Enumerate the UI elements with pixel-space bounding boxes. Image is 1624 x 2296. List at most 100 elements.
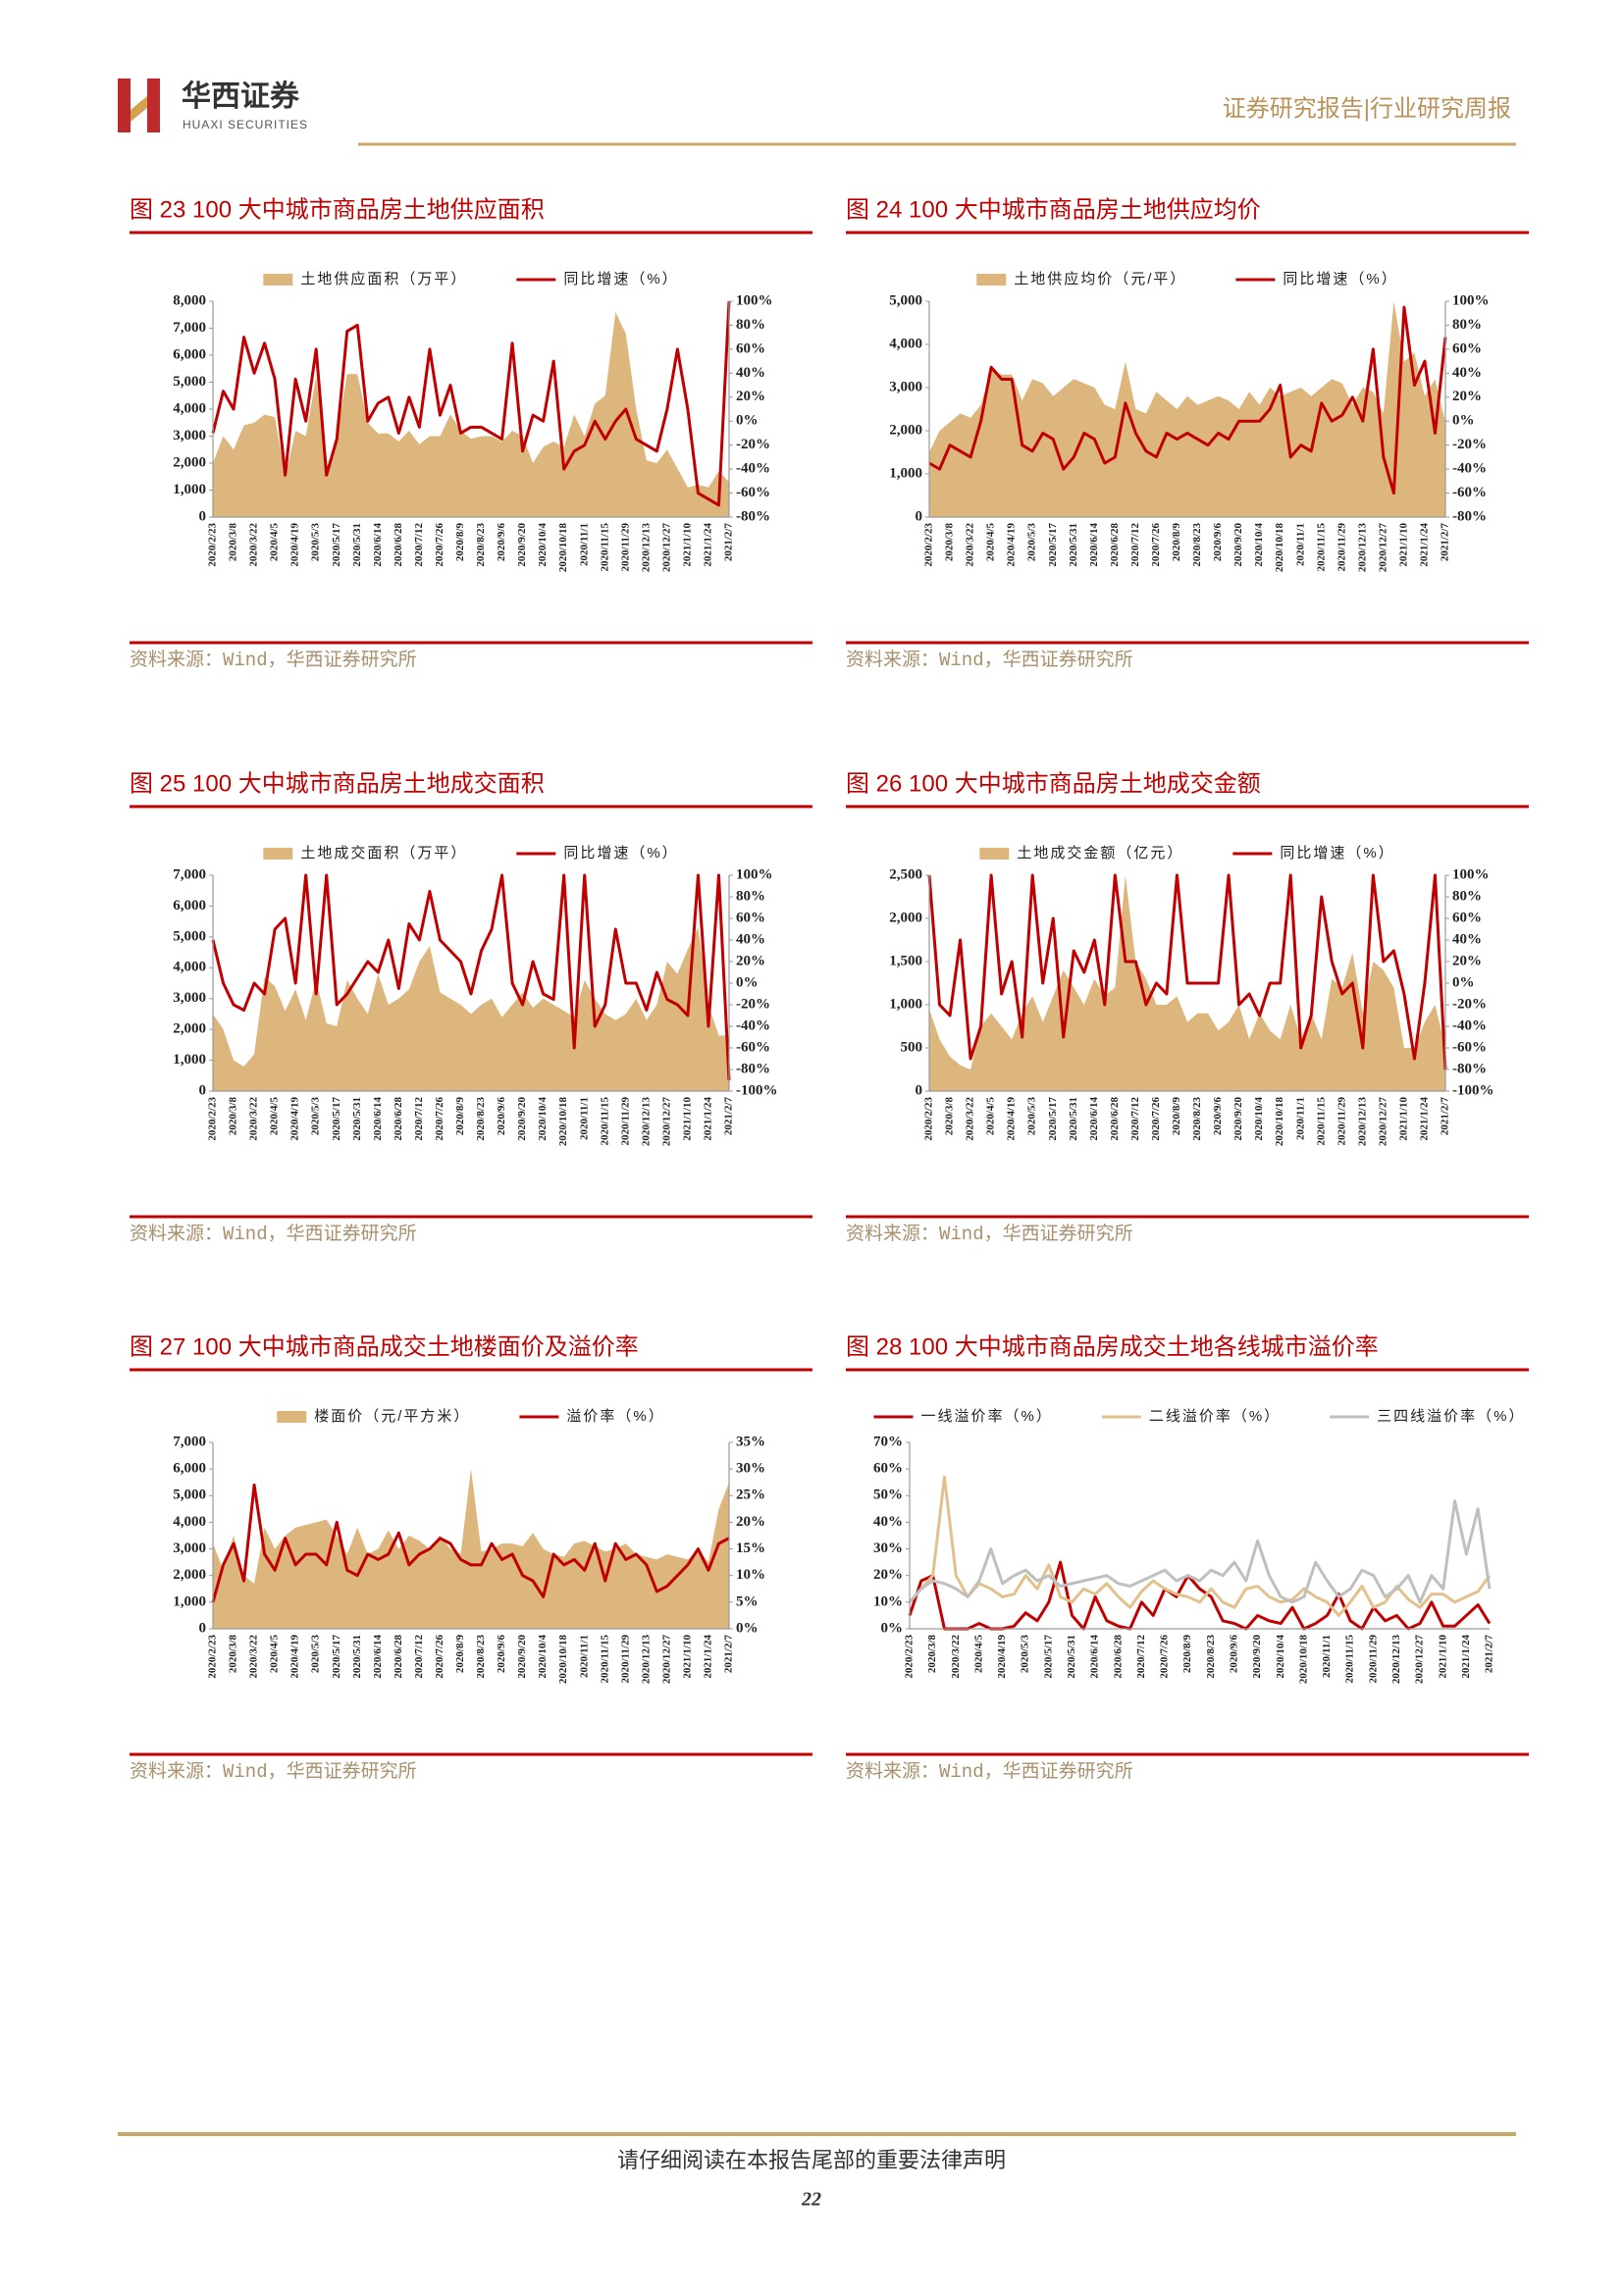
x-tick-label: 2020/8/23 <box>1191 1097 1203 1141</box>
x-tick-label: 2020/10/4 <box>537 1097 549 1141</box>
x-tick-label: 2020/7/12 <box>413 1097 425 1141</box>
x-tick-label: 2020/2/23 <box>923 1097 935 1141</box>
x-tick-label: 2020/10/18 <box>557 1097 569 1147</box>
y-tick-label: 50% <box>873 1487 903 1503</box>
x-tick-label: 2020/8/9 <box>454 1097 466 1136</box>
y-tick-label: 5,000 <box>173 928 206 944</box>
x-tick-label: 2020/6/14 <box>1088 523 1100 567</box>
y-tick-label: 0 <box>916 508 923 524</box>
x-tick-label: 2020/3/22 <box>248 1097 260 1141</box>
y2-tick-label: -40% <box>1452 1018 1487 1033</box>
x-tick-label: 2020/8/9 <box>454 1635 466 1674</box>
y2-tick-label: 60% <box>1452 340 1482 356</box>
line <box>928 305 1447 496</box>
x-tick-label: 2021/2/7 <box>1440 1097 1451 1136</box>
x-tick-label: 2021/2/7 <box>1440 523 1451 562</box>
y-tick-label: 0 <box>199 508 207 524</box>
y2-tick-label: 20% <box>736 953 765 968</box>
x-tick-label: 2020/9/20 <box>516 1635 528 1679</box>
brand-en: HUAXI SECURITIES <box>183 118 308 131</box>
x-tick-label: 2020/4/5 <box>985 523 997 562</box>
x-tick-label: 2020/9/6 <box>496 1097 507 1136</box>
x-tick-label: 2020/9/20 <box>1232 1097 1244 1141</box>
x-tick-label: 2020/11/15 <box>599 1097 610 1146</box>
x-tick-label: 2020/10/4 <box>537 1635 549 1679</box>
x-tick-label: 2020/4/5 <box>972 1635 984 1674</box>
y2-tick-label: 80% <box>1452 888 1482 904</box>
x-tick-label: 2020/7/26 <box>1150 523 1162 567</box>
y-tick-label: 2,000 <box>173 1567 206 1583</box>
x-tick-label: 2020/12/27 <box>1377 523 1388 573</box>
y-tick-label: 1,000 <box>889 996 922 1012</box>
x-tick-label: 2020/5/17 <box>331 1097 342 1141</box>
legend-label: 三四线溢价率（%） <box>1377 1408 1525 1425</box>
x-tick-label: 2020/4/19 <box>289 523 301 567</box>
legend-label: 土地成交金额（亿元） <box>1017 844 1183 861</box>
y-tick-label: 1,000 <box>173 1052 206 1068</box>
x-tick-label: 2020/10/4 <box>1253 523 1265 567</box>
x-tick-label: 2020/8/9 <box>1181 1635 1193 1674</box>
y-tick-label: 0 <box>199 1082 207 1098</box>
x-tick-label: 2020/4/19 <box>289 1635 301 1679</box>
line <box>908 1475 1492 1617</box>
x-tick-label: 2020/5/17 <box>331 523 342 567</box>
legend-label: 楼面价（元/平方米） <box>314 1408 470 1425</box>
y-tick-label: 3,000 <box>173 1540 206 1556</box>
brand: 华西证券 <box>182 80 300 113</box>
x-tick-label: 2020/5/3 <box>1020 1635 1031 1674</box>
x-tick-label: 2021/1/24 <box>702 1097 713 1141</box>
y-tick-label: 500 <box>901 1039 923 1055</box>
y2-tick-label: -100% <box>1452 1082 1494 1098</box>
y2-tick-label: 10% <box>736 1567 765 1583</box>
y2-tick-label: -80% <box>1452 1061 1487 1076</box>
x-tick-label: 2020/3/22 <box>965 1097 976 1141</box>
x-tick-label: 2020/3/22 <box>950 1635 962 1679</box>
x-tick-label: 2020/11/1 <box>1294 1097 1306 1140</box>
x-tick-label: 2021/1/24 <box>1418 523 1430 567</box>
x-tick-label: 2020/11/29 <box>619 523 631 572</box>
x-tick-label: 2020/6/28 <box>393 523 404 567</box>
y-tick-label: 4,000 <box>889 336 922 351</box>
x-tick-label: 2020/12/13 <box>1356 523 1368 573</box>
legend-label: 同比增速（%） <box>1283 271 1397 287</box>
x-tick-label: 2020/7/26 <box>1150 1097 1162 1141</box>
y2-tick-label: 40% <box>1452 365 1482 381</box>
y2-tick-label: 40% <box>736 931 765 947</box>
x-tick-label: 2020/9/6 <box>1212 523 1224 562</box>
legend-label: 同比增速（%） <box>1280 845 1394 861</box>
x-tick-label: 2020/2/23 <box>207 1097 219 1141</box>
legend-label: 同比增速（%） <box>563 845 678 861</box>
x-tick-label: 2020/5/31 <box>1068 523 1079 567</box>
x-tick-label: 2020/5/31 <box>1068 1097 1079 1141</box>
line <box>211 873 731 1081</box>
legend-swatch <box>263 848 293 860</box>
y2-tick-label: 100% <box>736 866 773 882</box>
x-tick-label: 2020/5/17 <box>331 1635 342 1679</box>
x-tick-label: 2020/11/29 <box>619 1097 631 1146</box>
y-tick-label: 7,000 <box>173 866 206 882</box>
x-tick-label: 2020/11/1 <box>1294 523 1306 566</box>
x-tick-label: 2020/7/26 <box>434 1635 445 1679</box>
y-tick-label: 4,000 <box>173 400 206 416</box>
logo <box>118 78 160 132</box>
y-tick-label: 7,000 <box>173 1434 206 1449</box>
x-tick-label: 2020/12/27 <box>660 523 672 573</box>
x-tick-label: 2020/3/8 <box>228 1635 239 1674</box>
y2-tick-label: 80% <box>736 317 765 333</box>
x-tick-label: 2021/2/7 <box>723 1635 735 1674</box>
x-tick-label: 2020/9/20 <box>1251 1635 1263 1679</box>
legend-label: 一线溢价率（%） <box>920 1408 1052 1425</box>
y-tick-label: 2,500 <box>889 866 922 882</box>
y2-tick-label: 60% <box>736 340 765 356</box>
x-tick-label: 2020/6/14 <box>1088 1097 1100 1141</box>
x-tick-label: 2020/4/5 <box>269 523 281 562</box>
x-tick-label: 2020/11/1 <box>1321 1635 1333 1678</box>
y-tick-label: 0 <box>916 1082 923 1098</box>
x-tick-label: 2020/11/1 <box>578 523 590 566</box>
x-tick-label: 2020/5/31 <box>351 1097 363 1141</box>
x-tick-label: 2020/12/27 <box>1377 1097 1388 1147</box>
x-tick-label: 2021/1/24 <box>1418 1097 1430 1141</box>
line <box>908 1560 1492 1631</box>
x-tick-label: 2020/5/3 <box>310 1097 322 1136</box>
